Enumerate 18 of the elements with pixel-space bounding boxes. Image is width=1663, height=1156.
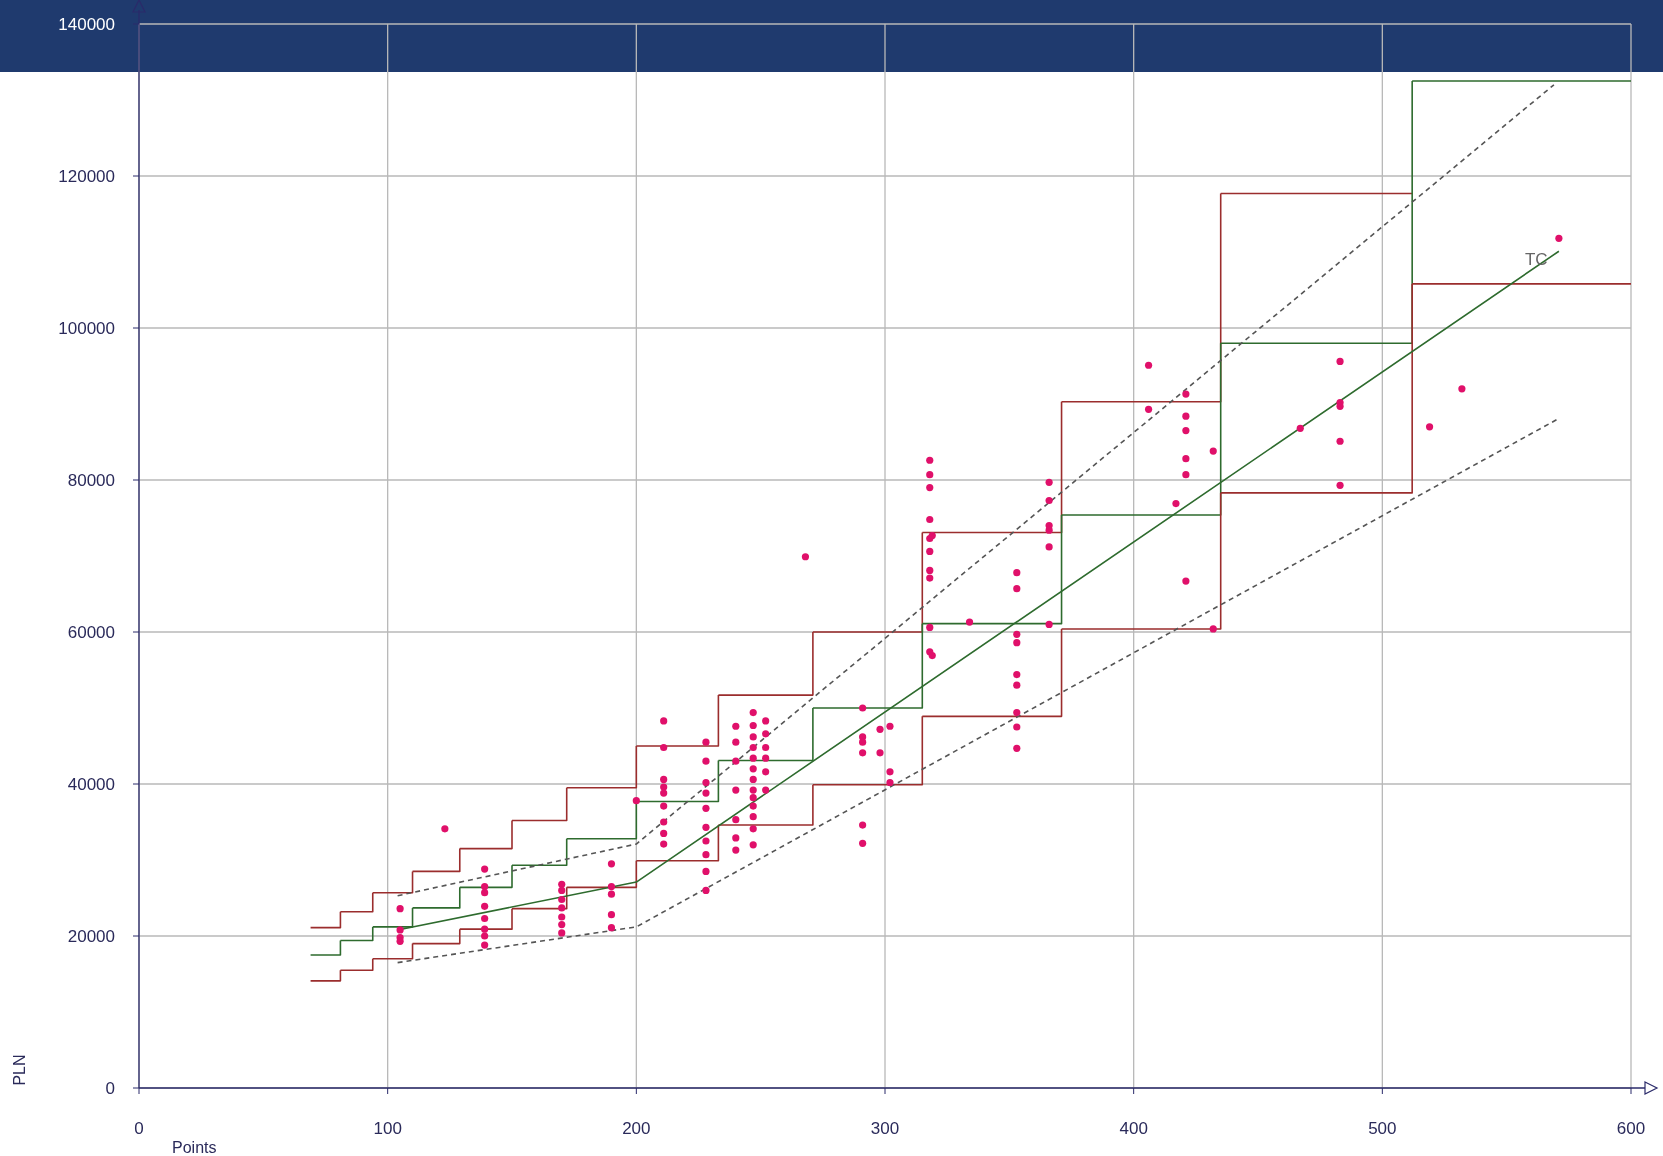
x-tick-label: 300 — [870, 1119, 900, 1138]
y-tick-label: 120000 — [58, 166, 115, 186]
x-tick-label: 100 — [373, 1119, 402, 1138]
x-tick-label: 0 — [134, 1119, 144, 1138]
y-tick-label: 0 — [105, 1078, 115, 1098]
x-tick-label: 400 — [1119, 1119, 1148, 1138]
x-tick-label: 600 — [1616, 1119, 1646, 1138]
y-tick-label: 20000 — [67, 926, 115, 946]
y-axis-title: PLN — [11, 1054, 28, 1086]
x-tick-label: 200 — [622, 1119, 651, 1138]
y-tick-label: 80000 — [67, 470, 115, 490]
series-label: TC — [1524, 250, 1548, 270]
y-tick-label: 100000 — [58, 318, 115, 338]
y-tick-label: 60000 — [67, 622, 115, 642]
y-tick-label: 40000 — [67, 774, 115, 794]
x-tick-label: 500 — [1368, 1119, 1397, 1138]
x-axis-title: Points — [172, 1139, 217, 1156]
y-tick-label: 140000 — [58, 14, 115, 34]
